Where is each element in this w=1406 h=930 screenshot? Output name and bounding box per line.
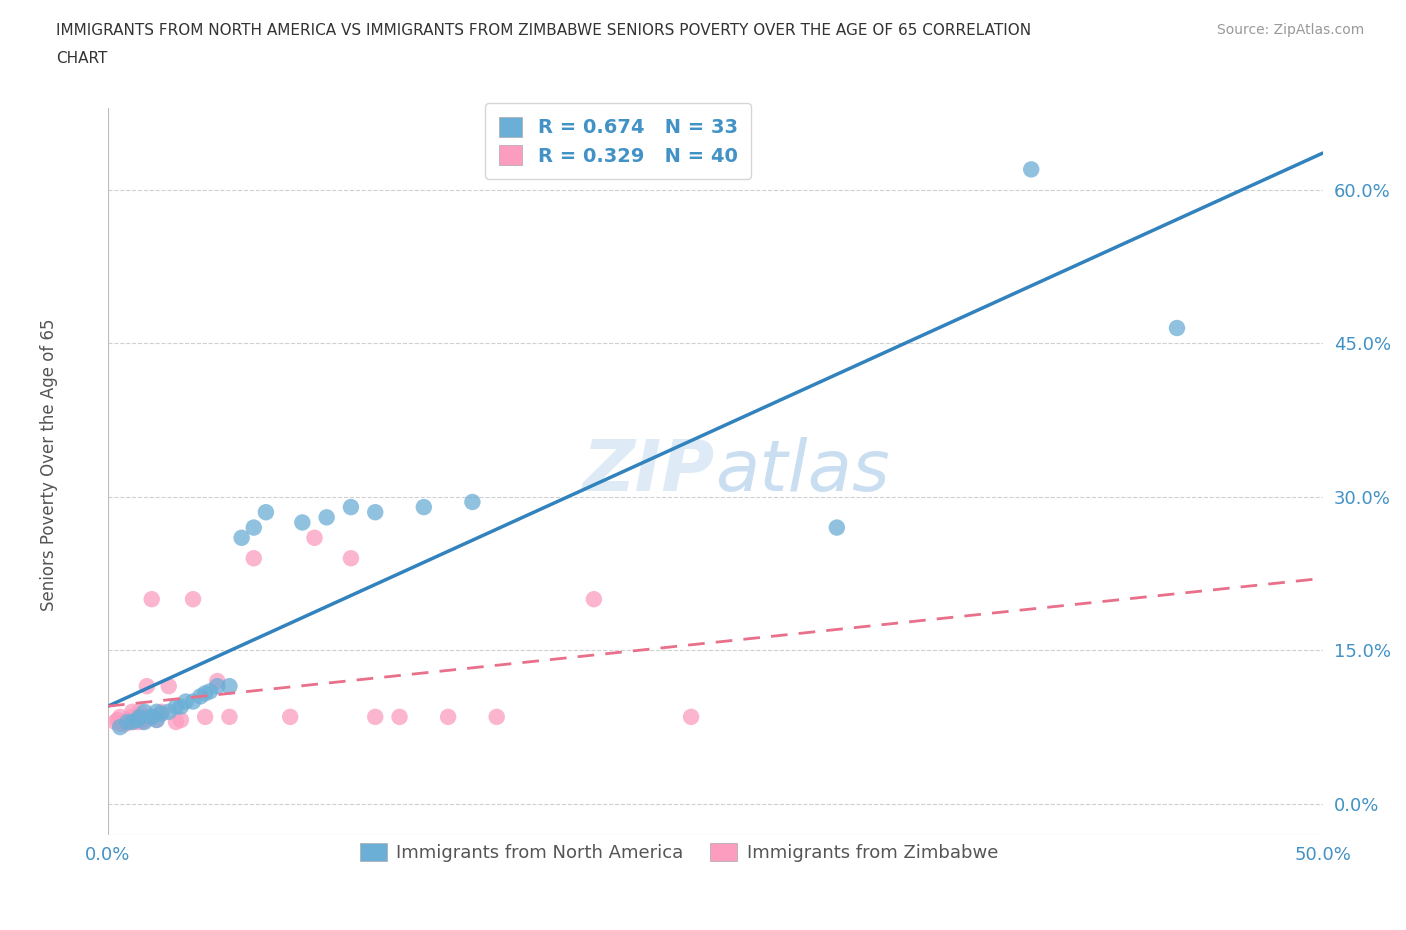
Point bbox=[194, 686, 217, 701]
Point bbox=[174, 694, 197, 709]
Point bbox=[117, 714, 139, 729]
Point bbox=[121, 714, 143, 729]
Point bbox=[304, 530, 326, 545]
Point bbox=[582, 591, 605, 606]
Point bbox=[291, 515, 314, 530]
Point bbox=[108, 717, 131, 732]
Point bbox=[254, 505, 277, 520]
Point bbox=[364, 710, 387, 724]
Point bbox=[108, 720, 131, 735]
Point bbox=[315, 510, 337, 525]
Point bbox=[124, 712, 146, 727]
Point bbox=[242, 551, 264, 565]
Text: atlas: atlas bbox=[716, 437, 890, 506]
Point bbox=[181, 694, 204, 709]
Point bbox=[134, 714, 156, 729]
Point bbox=[145, 712, 167, 727]
Point bbox=[170, 712, 193, 727]
Point bbox=[218, 710, 240, 724]
Point bbox=[825, 520, 848, 535]
Point bbox=[1166, 321, 1188, 336]
Text: CHART: CHART bbox=[56, 51, 108, 66]
Point bbox=[1019, 162, 1042, 177]
Point bbox=[242, 520, 264, 535]
Point bbox=[165, 714, 187, 729]
Point bbox=[134, 712, 156, 727]
Point bbox=[194, 710, 217, 724]
Point bbox=[218, 679, 240, 694]
Point bbox=[278, 710, 301, 724]
Point bbox=[127, 710, 149, 724]
Point bbox=[121, 710, 143, 724]
Text: ZIP: ZIP bbox=[583, 437, 716, 506]
Point bbox=[127, 712, 149, 727]
Point bbox=[121, 714, 143, 729]
Point bbox=[150, 707, 173, 722]
Point bbox=[150, 704, 173, 719]
Point bbox=[181, 591, 204, 606]
Text: Seniors Poverty Over the Age of 65: Seniors Poverty Over the Age of 65 bbox=[41, 319, 58, 611]
Point bbox=[135, 679, 157, 694]
Point bbox=[107, 712, 129, 727]
Point bbox=[485, 710, 508, 724]
Point bbox=[198, 684, 221, 698]
Point bbox=[138, 710, 160, 724]
Point bbox=[134, 704, 156, 719]
Point bbox=[131, 714, 153, 729]
Point bbox=[117, 714, 139, 729]
Point bbox=[364, 505, 387, 520]
Point bbox=[121, 704, 143, 719]
Point bbox=[145, 704, 167, 719]
Point bbox=[127, 714, 149, 729]
Point bbox=[461, 495, 484, 510]
Point bbox=[114, 717, 136, 732]
Point bbox=[340, 499, 363, 514]
Point bbox=[437, 710, 460, 724]
Point bbox=[104, 714, 127, 729]
Point bbox=[340, 551, 363, 565]
Point bbox=[145, 712, 167, 727]
Legend: Immigrants from North America, Immigrants from Zimbabwe: Immigrants from North America, Immigrant… bbox=[353, 835, 1005, 870]
Point bbox=[207, 679, 229, 694]
Point bbox=[128, 704, 150, 719]
Point bbox=[170, 699, 193, 714]
Point bbox=[108, 710, 131, 724]
Point bbox=[412, 499, 434, 514]
Point bbox=[111, 714, 134, 729]
Point bbox=[128, 710, 150, 724]
Point bbox=[141, 710, 163, 724]
Point bbox=[188, 689, 211, 704]
Text: IMMIGRANTS FROM NORTH AMERICA VS IMMIGRANTS FROM ZIMBABWE SENIORS POVERTY OVER T: IMMIGRANTS FROM NORTH AMERICA VS IMMIGRA… bbox=[56, 23, 1032, 38]
Point bbox=[157, 704, 180, 719]
Point bbox=[388, 710, 411, 724]
Point bbox=[231, 530, 253, 545]
Text: Source: ZipAtlas.com: Source: ZipAtlas.com bbox=[1216, 23, 1364, 37]
Point bbox=[165, 699, 187, 714]
Point bbox=[681, 710, 703, 724]
Point bbox=[117, 712, 139, 727]
Point bbox=[207, 673, 229, 688]
Point bbox=[118, 714, 141, 729]
Point bbox=[141, 591, 163, 606]
Point bbox=[157, 679, 180, 694]
